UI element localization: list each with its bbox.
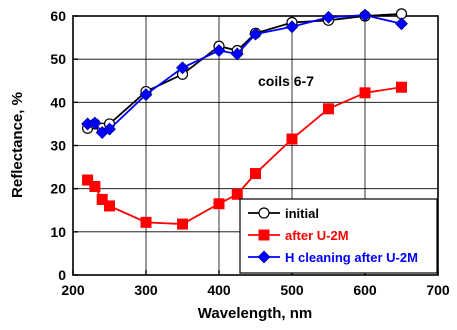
data-point	[139, 88, 153, 101]
data-point	[395, 8, 408, 20]
y-tick-label: 60	[50, 8, 66, 24]
legend-swatch-marker	[258, 229, 270, 241]
data-point	[323, 103, 334, 115]
data-point	[286, 133, 298, 145]
data-point	[285, 20, 299, 34]
data-point	[250, 168, 261, 180]
data-point	[177, 218, 188, 230]
data-point	[104, 200, 115, 212]
series-line	[87, 12, 402, 130]
x-tick-label: 500	[280, 282, 304, 298]
data-point	[82, 174, 94, 186]
data-point	[249, 27, 262, 41]
legend: initial after U-2M H cleaning after U-2M	[239, 198, 438, 274]
y-tick-label: 50	[50, 51, 66, 67]
data-point	[358, 8, 372, 22]
y-tick-label: 0	[58, 267, 66, 283]
y-tick-label: 10	[50, 224, 66, 240]
data-point	[140, 216, 152, 228]
legend-label: H cleaning after U-2M	[285, 250, 418, 265]
x-axis-title: Wavelength, nm	[198, 305, 312, 322]
data-point	[322, 10, 335, 24]
data-point	[359, 87, 371, 99]
data-point	[212, 44, 226, 57]
data-point	[89, 181, 101, 193]
data-point	[396, 81, 407, 93]
legend-label: initial	[285, 206, 319, 221]
legend-label: after U-2M	[285, 228, 349, 243]
data-point	[88, 116, 102, 130]
series-3	[81, 8, 408, 139]
legend-swatch-marker	[258, 207, 270, 219]
x-tick-label: 700	[426, 282, 450, 298]
data-point	[103, 122, 116, 136]
data-point	[395, 17, 408, 31]
legend-box	[239, 198, 438, 274]
x-tick-label: 400	[207, 282, 231, 298]
data-point	[231, 188, 243, 200]
annotation-label: coils 6-7	[258, 73, 314, 89]
y-tick-label: 20	[50, 181, 66, 197]
axis-ticks: 200 300 400 500 600 700 0 10 20 30 40 50 60	[50, 8, 449, 298]
x-tick-label: 600	[353, 282, 377, 298]
data-point	[213, 198, 225, 210]
data-point	[176, 61, 189, 75]
y-tick-label: 40	[50, 94, 66, 110]
y-tick-label: 30	[50, 138, 66, 154]
series-line	[87, 14, 402, 134]
series-2	[82, 81, 407, 230]
data-point	[96, 193, 108, 205]
legend-swatch-marker	[257, 250, 271, 264]
series-layer	[81, 8, 408, 230]
data-point	[230, 47, 244, 61]
x-tick-label: 300	[134, 282, 158, 298]
y-axis-title: Reflectance, %	[9, 92, 26, 198]
series-1	[81, 8, 408, 134]
x-tick-label: 200	[61, 282, 85, 298]
